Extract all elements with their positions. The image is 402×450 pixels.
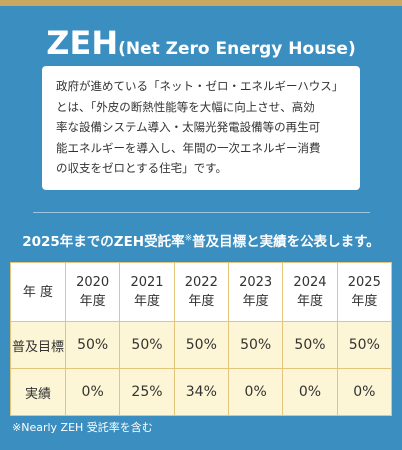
table-row: 実績 0% 25% 34% 0% 0% 0% <box>10 368 393 416</box>
title: ZEH(Net Zero Energy House) <box>0 24 402 62</box>
title-main: ZEH <box>46 24 119 62</box>
table-cell: 50% <box>227 321 284 369</box>
table-cell: 50% <box>64 321 121 369</box>
table-cell: 50% <box>282 321 338 369</box>
section-heading: 2025年までのZEH受託率※普及目標と実績を公表します。 <box>0 230 402 251</box>
intro-line: 率な設備システム導入・太陽光発電設備等の再生可 <box>56 120 321 134</box>
row-label: 普及目標 <box>10 321 66 369</box>
header-cell: 2023 年度 <box>227 262 284 322</box>
note: ※Nearly ZEH 受託率を含む <box>12 421 153 434</box>
intro-line: 能エネルギーを導入し、年間の一次エネルギー消費 <box>56 140 321 155</box>
table-cell: 25% <box>119 368 175 416</box>
table-cell: 0% <box>64 368 121 416</box>
heading-mark: ※ <box>184 233 193 244</box>
header-row: 年 度 2020 年度 2021 年度 2022 年度 2023 年度 2024 年度 20… <box>10 262 393 322</box>
header-cell: 2021 年度 <box>119 262 175 322</box>
intro-line: とは、「外皮の断熱性能等を大幅に向上させ、高効 <box>56 99 315 114</box>
table-cell: 0% <box>227 368 284 416</box>
divider <box>33 212 370 213</box>
table-cell: 0% <box>336 368 393 416</box>
table-cell: 50% <box>336 321 393 369</box>
heading-text: 2025年までのZEH受託率 <box>22 234 185 250</box>
intro-line: の収支をゼロとする住宅」です。 <box>56 161 228 175</box>
table-row: 普及目標 50% 50% 50% 50% 50% 50% <box>10 321 393 369</box>
intro-line: 政府が進めている「ネット・ゼロ・エネルギーハウス」 <box>56 79 344 93</box>
top-strip <box>0 0 402 6</box>
header-cell: 2020 年度 <box>64 262 121 322</box>
table-cell: 34% <box>173 368 229 416</box>
header-cell: 2025 年度 <box>336 262 393 322</box>
header-cell: 2024 年度 <box>282 262 338 322</box>
header-cell: 2022 年度 <box>173 262 229 322</box>
table-cell: 0% <box>282 368 338 416</box>
heading-text: 普及目標と実績を公表します。 <box>192 234 380 250</box>
header-cell: 年 度 <box>10 262 66 322</box>
row-label: 実績 <box>10 368 66 416</box>
data-table: 年 度 2020 年度 2021 年度 2022 年度 2023 年度 2024 年度 20… <box>10 262 393 416</box>
title-sub: (Net Zero Energy House) <box>118 39 356 59</box>
table-cell: 50% <box>119 321 175 369</box>
table-cell: 50% <box>173 321 229 369</box>
intro-box: 政府が進めている「ネット・ゼロ・エネルギーハウス」 とは、「外皮の断熱性能等を大幅… <box>42 66 360 190</box>
